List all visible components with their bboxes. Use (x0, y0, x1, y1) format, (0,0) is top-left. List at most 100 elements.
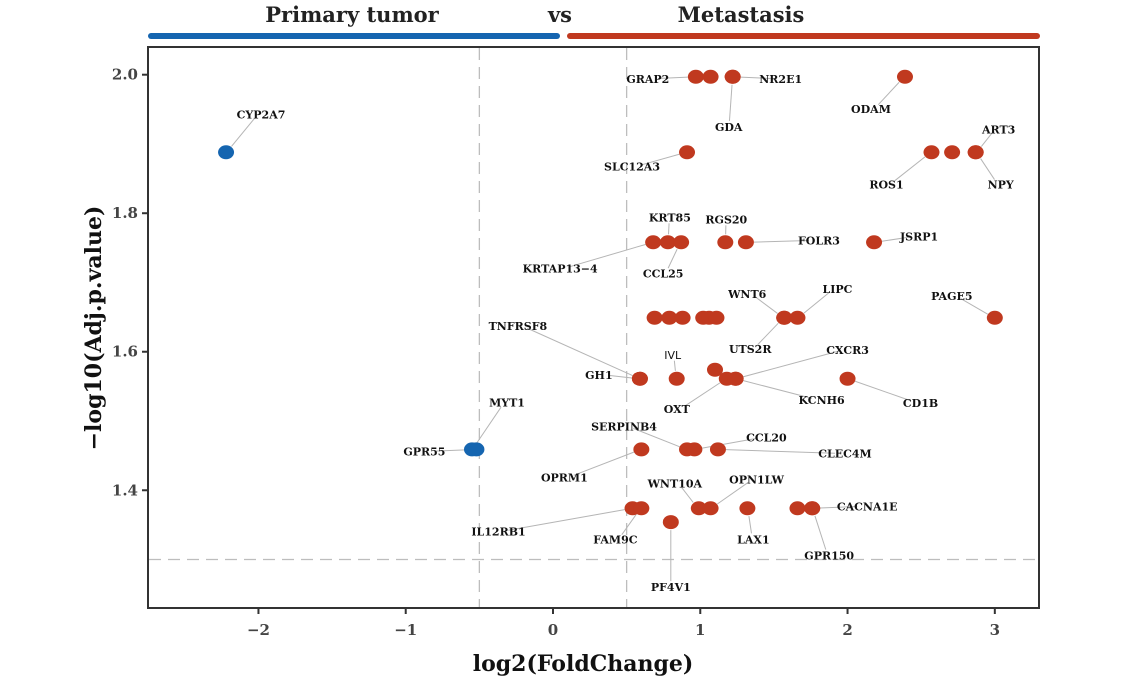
data-point-opn1lw (702, 501, 719, 516)
leader-line-jsrp1 (881, 236, 910, 242)
header-vs-label: vs (547, 2, 572, 27)
point-label-il12rb1: IL12RB1 (471, 525, 525, 538)
metastasis-bar (567, 33, 1040, 39)
point-label-odam: ODAM (851, 103, 891, 116)
y-axis-title: −log10(Adj.p.value) (81, 206, 107, 451)
point-label-jsrp1: JSRP1 (899, 230, 938, 243)
data-point-ccl20 (686, 442, 703, 457)
data-point-gda (724, 69, 741, 84)
data-point-10 (944, 145, 961, 160)
data-point-gpr55 (468, 442, 485, 457)
data-point-odam (896, 69, 913, 84)
data-point-grap2 (687, 69, 704, 84)
leader-line-gpr55 (434, 449, 469, 452)
point-label-clec4m: CLEC4M (818, 447, 871, 460)
point-label-gh1: GH1 (585, 369, 612, 382)
data-point-oprm1 (633, 442, 650, 457)
leader-line-cyp2a7 (231, 118, 255, 147)
y-tick-label: 1.8 (112, 204, 138, 222)
data-point-pf4v1 (662, 515, 679, 530)
point-label-gda: GDA (715, 121, 743, 134)
leader-line-grap2 (657, 76, 688, 80)
threshold-lines (149, 48, 1038, 607)
data-point-cyp2a7 (218, 145, 235, 160)
point-label-wnt10a: WNT10A (647, 477, 703, 490)
data-point-krtap13-4 (645, 235, 662, 250)
data-point-uts2r (776, 310, 793, 325)
data-point-kcnh6 (727, 371, 744, 386)
x-axis: −2 −1 0 1 2 3 (247, 608, 1000, 639)
leader-line-oprm1 (573, 451, 635, 476)
data-point-slc12a3 (679, 145, 696, 160)
point-label-fam9c: FAM9C (593, 533, 638, 546)
point-label-lax1: LAX1 (737, 533, 769, 546)
point-label-npy: NPY (988, 178, 1014, 191)
leader-line-wnt10a (681, 487, 694, 503)
leader-line-cacna1e (820, 505, 858, 509)
data-point-ccl25 (673, 235, 690, 250)
leader-line-ivl (673, 360, 676, 371)
point-label-folr3: FOLR3 (798, 234, 840, 247)
point-label-rgs20: RGS20 (705, 213, 747, 226)
data-point-4 (702, 69, 719, 84)
y-tick-label: 2.0 (112, 66, 138, 84)
data-point-ros1 (923, 145, 940, 160)
leader-line-fam9c (621, 514, 637, 535)
leader-line-lipc (803, 291, 830, 314)
point-label-gpr55: GPR55 (403, 445, 445, 458)
primary-tumor-bar (148, 33, 560, 39)
point-label-kcnh6: KCNH6 (799, 394, 845, 407)
data-point-wnt10a (690, 501, 707, 516)
data-point-29 (707, 362, 723, 377)
x-axis-title: log2(FoldChange) (473, 651, 694, 677)
point-label-ccl20: CCL20 (746, 431, 787, 444)
leader-line-clec4m (725, 449, 835, 454)
x-tick-label: −1 (394, 621, 417, 639)
leader-line-tnfrsf8 (526, 327, 633, 377)
point-label-ivl: IVL (664, 349, 682, 362)
point-label-oxt: OXT (664, 403, 691, 416)
plot-frame (147, 46, 1040, 609)
leader-line-lax1 (748, 516, 752, 534)
point-label-ccl25: CCL25 (643, 267, 684, 280)
leader-line-ccl25 (667, 249, 678, 269)
leader-line-serpinb4 (633, 427, 680, 448)
point-label-slc12a3: SLC12A3 (604, 160, 660, 173)
leader-line-nr2e1 (740, 76, 771, 80)
leader-line-folr3 (753, 239, 809, 243)
point-label-lipc: LIPC (823, 283, 853, 296)
data-point-jsrp1 (866, 235, 883, 250)
leader-line-krt85 (668, 223, 670, 235)
leader-line-slc12a3 (641, 153, 680, 166)
point-label-krt85: KRT85 (649, 211, 691, 224)
point-label-pf4v1: PF4V1 (651, 581, 691, 594)
leader-line-gda (728, 84, 733, 121)
data-point-npy (967, 145, 984, 160)
y-tick-label: 1.4 (112, 481, 138, 499)
x-tick-label: 0 (548, 621, 558, 639)
data-point-24 (708, 310, 725, 325)
point-label-cacna1e: CACNA1E (837, 500, 898, 513)
point-label-cyp2a7: CYP2A7 (237, 108, 286, 121)
header-right-label: Metastasis (678, 2, 805, 27)
point-labels: CYP2A7 MYT1 GPR55 GRAP2 NR2E1 GDA ODAM SLC12A3 R… (237, 73, 1016, 594)
data-point-lax1 (739, 501, 756, 516)
point-label-wnt6: WNT6 (727, 288, 767, 301)
leader-line-gh1 (608, 374, 632, 379)
data-points (218, 69, 1003, 530)
leader-line-ros1 (894, 156, 926, 182)
leader-line-uts2r (757, 322, 779, 346)
data-point-lipc (789, 310, 806, 325)
point-label-uts2r: UTS2R (729, 343, 772, 356)
point-label-ros1: ROS1 (869, 178, 903, 191)
point-label-krtap13-4: KRTAP13−4 (523, 262, 598, 275)
leader-line-myt1 (476, 406, 502, 444)
leader-line-oxt (685, 382, 721, 407)
data-point-folr3 (737, 235, 754, 250)
point-label-cxcr3: CXCR3 (826, 344, 869, 357)
y-tick-label: 1.6 (112, 343, 138, 361)
point-label-oprm1: OPRM1 (541, 471, 588, 484)
leader-line-il12rb1 (508, 509, 625, 531)
leader-line-opn1lw (717, 482, 749, 505)
